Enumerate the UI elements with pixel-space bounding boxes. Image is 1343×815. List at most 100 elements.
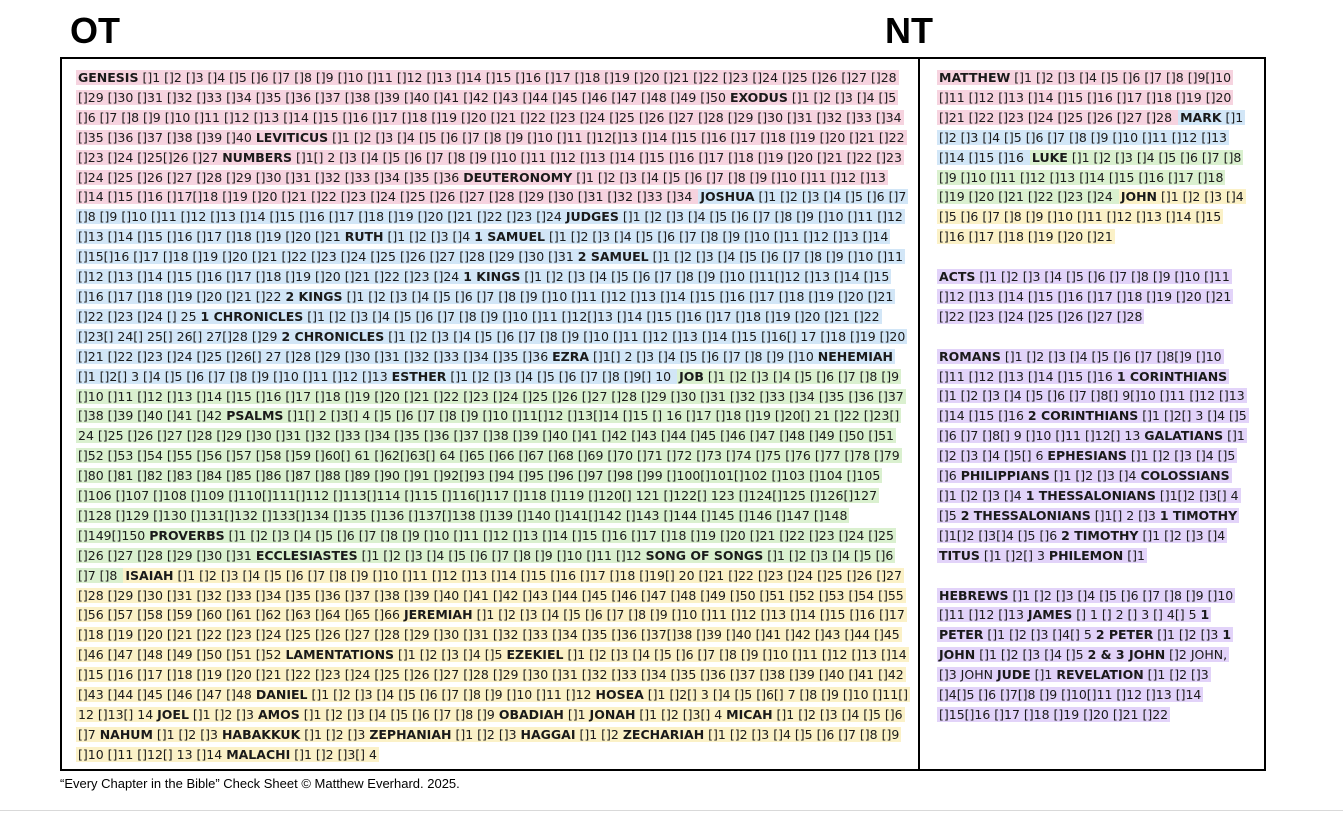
- chapter-boxes-2-timothy[interactable]: []1 []2 []3 []4: [1142, 527, 1226, 543]
- chapter-boxes-numbers[interactable]: []1[] 2 []3 []4 []5 []6 []7 []8 []9 []10…: [78, 149, 902, 185]
- chapter-boxes-1-thessalonians[interactable]: []1[]2 []3[] 4 []5: [939, 488, 1239, 523]
- chapter-boxes-nehemiah[interactable]: []1 []2[] 3 []4 []5 []6 []7 []8 []9 []10…: [78, 368, 388, 384]
- book-james: JAMES: [1027, 607, 1073, 623]
- chapter-boxes-ezekiel[interactable]: []1 []2 []3 []4 []5 []6 []7 []8 []9 []10…: [78, 647, 907, 703]
- chapter-boxes-john[interactable]: []1 []2 []3 []4 []5 []6 []7 []8 []9 []10…: [939, 189, 1244, 245]
- book-proverbs: PROVERBS: [149, 527, 225, 543]
- chapter-boxes-galatians[interactable]: []1 []2 []3 []4 []5[] 6: [939, 428, 1245, 464]
- book-habakkuk: HABAKKUK: [221, 726, 301, 742]
- chapter-boxes-song-of-songs[interactable]: []1 []2 []3 []4 []5 []6 []7 []8: [78, 547, 894, 583]
- chapter-boxes-romans[interactable]: []1 []2 []3 []4 []5 []6 []7 []8[]9 []10 …: [939, 348, 1222, 384]
- chapter-boxes-1-peter[interactable]: []1 []2 []3 []4[] 5: [987, 627, 1092, 643]
- chapter-boxes-leviticus[interactable]: []1 []2 []3 []4 []5 []6 []7 []8 []9 []10…: [78, 129, 905, 165]
- book-obadiah: OBADIAH: [498, 707, 564, 722]
- book-2-chronicles: 2 CHRONICLES: [281, 328, 385, 344]
- old-testament-column: GENESIS []1 []2 []3 []4 []5 []6 []7 []8 …: [76, 68, 910, 765]
- chapter-boxes-joshua[interactable]: []1 []2 []3 []4 []5 []6 []7 []8 []9 []10…: [78, 189, 907, 225]
- chapter-boxes-ephesians[interactable]: []1 []2 []3 []4 []5 []6: [939, 448, 1236, 484]
- chapter-boxes-2-kings[interactable]: []1 []2 []3 []4 []5 []6 []7 []8 []9 []10…: [78, 288, 894, 324]
- chapter-boxes-ruth[interactable]: []1 []2 []3 []4: [387, 229, 471, 245]
- chapter-boxes-colossians[interactable]: []1 []2 []3 []4: [939, 488, 1022, 503]
- chapter-boxes-esther[interactable]: []1 []2 []3 []4 []5 []6 []7 []8 []9[] 10: [450, 368, 672, 384]
- block-spacer: [937, 247, 1247, 267]
- chapter-boxes-matthew[interactable]: []1 []2 []3 []4 []5 []6 []7 []8 []9[]10 …: [939, 70, 1232, 125]
- book-genesis: GENESIS: [78, 70, 139, 85]
- pink-section: GENESIS []1 []2 []3 []4 []5 []6 []7 []8 …: [76, 70, 907, 205]
- book-haggai: HAGGAI: [520, 726, 576, 742]
- chapter-boxes-titus[interactable]: []1 []2[] 3: [983, 547, 1045, 563]
- chapter-boxes-mark[interactable]: []1 []2 []3 []4 []5 []6 []7 []8 []9 []10…: [939, 109, 1244, 165]
- book-leviticus: LEVITICUS: [255, 129, 329, 145]
- chapter-boxes-psalms[interactable]: []1[] 2 []3[] 4 []5 []6 []7 []8 []9 []10…: [78, 408, 900, 543]
- book-galatians: GALATIANS: [1144, 428, 1224, 444]
- chapter-boxes-2-peter[interactable]: []1 []2 []3: [1157, 627, 1219, 643]
- chapter-boxes-hosea[interactable]: []1 []2[] 3 []4 []5 []6[] 7 []8 []9 []10…: [78, 687, 908, 722]
- book-nehemiah: NEHEMIAH: [817, 348, 894, 364]
- chapter-boxes-jonah[interactable]: []1 []2 []3[] 4: [639, 707, 723, 722]
- chapter-boxes-2-thessalonians[interactable]: []1[] 2 []3: [1094, 507, 1156, 523]
- book-philemon: PHILEMON: [1048, 547, 1124, 563]
- chapter-boxes-proverbs[interactable]: []1 []2 []3 []4 []5 []6 []7 []8 []9 []10…: [78, 527, 894, 563]
- chapter-boxes-genesis[interactable]: []1 []2 []3 []4 []5 []6 []7 []8 []9 []10…: [78, 70, 897, 105]
- chapter-boxes-exodus[interactable]: []1 []2 []3 []4 []5 []6 []7 []8 []9 []10…: [78, 89, 902, 145]
- chapter-boxes-1-samuel[interactable]: []1 []2 []3 []4 []5 []6 []7 []8 []9 []10…: [78, 229, 889, 265]
- book-job: JOB: [679, 368, 704, 384]
- chapter-boxes-isaiah[interactable]: []1 []2 []3 []4 []5 []6 []7 []8 []9 []10…: [78, 567, 904, 623]
- pink-section: MATTHEW []1 []2 []3 []4 []5 []6 []7 []8 …: [937, 70, 1234, 125]
- book-paragraph: GENESIS []1 []2 []3 []4 []5 []6 []7 []8 …: [76, 68, 910, 765]
- chapter-boxes-judges[interactable]: []1 []2 []3 []4 []5 []6 []7 []8 []9 []10…: [78, 209, 903, 245]
- book-paragraph: ROMANS []1 []2 []3 []4 []5 []6 []7 []8[]…: [937, 347, 1249, 566]
- chapter-boxes-1-corinthians[interactable]: []1 []2 []3 []4 []5 []6 []7 []8[] 9[]10 …: [939, 388, 1245, 424]
- book-daniel: DANIEL: [255, 687, 308, 703]
- chapter-boxes-lamentations[interactable]: []1 []2 []3 []4 []5: [398, 647, 503, 663]
- chapter-boxes-1-timothy[interactable]: []1[]2 []3[]4 []5 []6: [939, 527, 1058, 543]
- book-2-kings: 2 KINGS: [285, 288, 343, 304]
- chapter-boxes-daniel[interactable]: []1 []2 []3 []4 []5 []6 []7 []8 []9 []10…: [311, 687, 592, 703]
- chapter-boxes-deuteronomy[interactable]: []1 []2 []3 []4 []5 []6 []7 []8 []9 []10…: [78, 169, 886, 205]
- book-joshua: JOSHUA: [700, 189, 755, 205]
- chapter-boxes-amos[interactable]: []1 []2 []3 []4 []5 []6 []7 []8 []9: [303, 707, 495, 722]
- chapter-boxes-job[interactable]: []1 []2 []3 []4 []5 []6 []7 []8 []9 []10…: [78, 368, 904, 424]
- book-lamentations: LAMENTATIONS: [285, 647, 395, 663]
- book-2-peter: 2 PETER: [1095, 627, 1154, 643]
- chapter-boxes-1-chronicles[interactable]: []1 []2 []3 []4 []5 []6 []7 []8 []9 []10…: [78, 308, 880, 344]
- book-1-samuel: 1 SAMUEL: [474, 229, 546, 245]
- chapter-boxes-luke[interactable]: []1 []2 []3 []4 []5 []6 []7 []8 []9 []10…: [939, 149, 1242, 205]
- chapter-boxes-obadiah[interactable]: []1: [567, 707, 586, 722]
- chapter-boxes-joel[interactable]: []1 []2 []3: [192, 707, 254, 722]
- book-zechariah: ZECHARIAH: [622, 726, 705, 742]
- chapter-boxes-2-corinthians[interactable]: []1 []2[] 3 []4 []5 []6 []7 []8[] 9 []10…: [939, 408, 1247, 444]
- book-amos: AMOS: [257, 707, 300, 722]
- book-jude: JUDE: [996, 667, 1031, 683]
- chapter-boxes-hebrews[interactable]: []1 []2 []3 []4 []5 []6 []7 []8 []9 []10…: [939, 587, 1234, 623]
- book-1-thessalonians: 1 THESSALONIANS: [1025, 488, 1156, 503]
- chapter-boxes-2-and-3-john[interactable]: []2 JOHN, []3 JOHN: [939, 647, 1228, 683]
- chapter-boxes-jeremiah[interactable]: []1 []2 []3 []4 []5 []6 []7 []8 []9 []10…: [78, 607, 905, 663]
- chapter-boxes-1-kings[interactable]: []1 []2 []3 []4 []5 []6 []7 []8 []9 []10…: [78, 269, 890, 304]
- chapter-boxes-ezra[interactable]: []1[] 2 []3 []4 []5 []6 []7 []8 []9 []10: [593, 348, 814, 364]
- book-hebrews: HEBREWS: [939, 587, 1009, 603]
- book-2-thessalonians: 2 THESSALONIANS: [960, 507, 1091, 523]
- chapter-boxes-revelation[interactable]: []1 []2 []3 []4[]5 []6 []7[]8 []9 []10[]…: [939, 667, 1209, 722]
- chapter-boxes-zephaniah[interactable]: []1 []2 []3: [455, 726, 517, 742]
- chapter-boxes-2-chronicles[interactable]: []1 []2 []3 []4 []5 []6 []7 []8 []9 []10…: [78, 328, 906, 364]
- chapter-boxes-nahum[interactable]: []1 []2 []3: [156, 726, 218, 742]
- chapter-boxes-1-john[interactable]: []1 []2 []3 []4 []5: [979, 647, 1084, 663]
- chapter-boxes-habakkuk[interactable]: []1 []2 []3: [304, 726, 366, 742]
- book-2-timothy: 2 TIMOTHY: [1061, 527, 1139, 543]
- chapter-boxes-philemon[interactable]: []1: [1127, 547, 1145, 563]
- chapter-boxes-james[interactable]: [] 1 [] 2 [] 3 [] 4[] 5: [1076, 607, 1197, 623]
- chapter-boxes-jude[interactable]: []1: [1034, 667, 1053, 683]
- book-revelation: REVELATION: [1056, 667, 1144, 683]
- chapter-boxes-zechariah[interactable]: []1 []2 []3 []4 []5 []6 []7 []8 []9 []10…: [78, 726, 900, 762]
- chapter-boxes-ecclesiastes[interactable]: []1 []2 []3 []4 []5 []6 []7 []8 []9 []10…: [361, 547, 642, 563]
- chapter-boxes-malachi[interactable]: []1 []2 []3[] 4: [294, 746, 377, 762]
- chapter-boxes-acts[interactable]: []1 []2 []3 []4 []5 []6 []7 []8 []9 []10…: [939, 269, 1232, 324]
- book-mark: MARK: [1180, 109, 1222, 125]
- chapter-boxes-2-samuel[interactable]: []1 []2 []3 []4 []5 []6 []7 []8 []9 []10…: [78, 249, 904, 285]
- column-divider: [918, 57, 920, 771]
- chapter-boxes-micah[interactable]: []1 []2 []3 []4 []5 []6 []7: [78, 707, 903, 742]
- chapter-boxes-philippians[interactable]: []1 []2 []3 []4: [1053, 468, 1137, 484]
- chapter-boxes-haggai[interactable]: []1 []2: [579, 726, 619, 742]
- book-ecclesiastes: ECCLESIASTES: [255, 547, 358, 563]
